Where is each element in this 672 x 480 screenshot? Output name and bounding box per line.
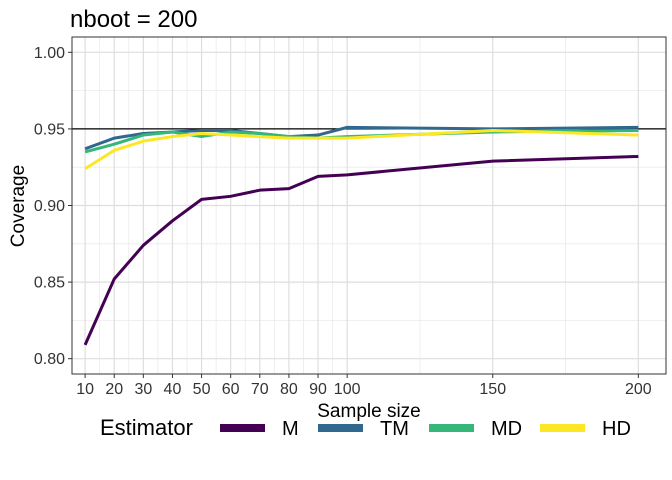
x-tick-label: 80 xyxy=(280,381,298,398)
series-line-hd xyxy=(84,128,639,171)
x-tick-label: 200 xyxy=(625,381,652,398)
series-line-m xyxy=(83,154,639,346)
y-axis-title: Coverage xyxy=(8,165,29,247)
legend-label-md: MD xyxy=(491,418,522,440)
x-tick-label: 150 xyxy=(479,381,506,398)
chart-title: nboot = 200 xyxy=(70,6,197,33)
x-tick-label: 100 xyxy=(334,381,361,398)
x-tick-label: 60 xyxy=(222,381,240,398)
axes: 10 20 30 40 50 60 70 80 90 100 150 200 0.80 0.85 0.90 0… xyxy=(34,45,652,398)
y-tick-label: 0.95 xyxy=(34,121,65,138)
legend-label-tm: TM xyxy=(380,418,409,440)
y-tick-label: 0.80 xyxy=(34,351,65,368)
grid xyxy=(72,37,666,374)
series-layer xyxy=(83,125,639,346)
x-tick-label: 40 xyxy=(164,381,182,398)
y-tick-label: 0.90 xyxy=(34,198,65,215)
x-tick-label: 50 xyxy=(193,381,211,398)
y-tick-label: 1.00 xyxy=(34,45,65,62)
x-tick-label: 30 xyxy=(134,381,152,398)
x-tick-label: 20 xyxy=(105,381,123,398)
legend-label-m: M xyxy=(282,418,299,440)
legend-label-hd: HD xyxy=(602,418,631,440)
x-tick-label: 10 xyxy=(76,381,94,398)
x-tick-label: 70 xyxy=(251,381,269,398)
x-axis-title: Sample size xyxy=(317,401,421,422)
legend-title: Estimator xyxy=(100,415,193,440)
y-tick-label: 0.85 xyxy=(34,275,65,292)
x-tick-label: 90 xyxy=(309,381,327,398)
legend: Estimator M TM MD HD xyxy=(100,415,631,440)
